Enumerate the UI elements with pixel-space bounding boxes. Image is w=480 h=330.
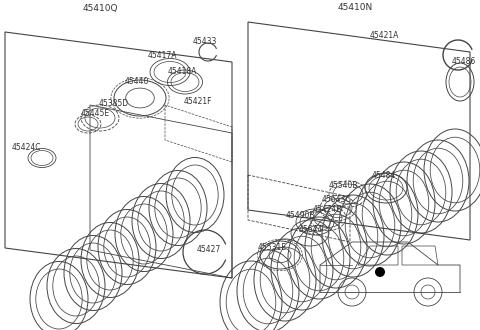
Text: 45484: 45484: [372, 171, 396, 180]
Text: 45433: 45433: [193, 38, 217, 47]
Circle shape: [375, 267, 385, 277]
Text: 45410N: 45410N: [337, 4, 372, 13]
Text: 45410Q: 45410Q: [82, 4, 118, 13]
Text: 45490B: 45490B: [286, 211, 315, 219]
Text: 45424C: 45424C: [12, 144, 41, 152]
Text: 45418A: 45418A: [168, 68, 197, 77]
Text: 45427: 45427: [197, 246, 221, 254]
Text: 45421A: 45421A: [370, 30, 399, 40]
Text: 45440: 45440: [125, 78, 149, 86]
Text: 45385D: 45385D: [99, 100, 129, 109]
Text: 45486: 45486: [452, 57, 476, 67]
Text: 45540B: 45540B: [329, 181, 359, 189]
Text: 45417A: 45417A: [148, 50, 178, 59]
Text: 45531E: 45531E: [258, 244, 287, 252]
Text: 45643C: 45643C: [322, 195, 352, 205]
Text: 45644: 45644: [299, 225, 324, 235]
Text: 45424B: 45424B: [313, 206, 342, 214]
Text: 45421F: 45421F: [184, 97, 213, 107]
Text: 45445E: 45445E: [81, 110, 110, 118]
